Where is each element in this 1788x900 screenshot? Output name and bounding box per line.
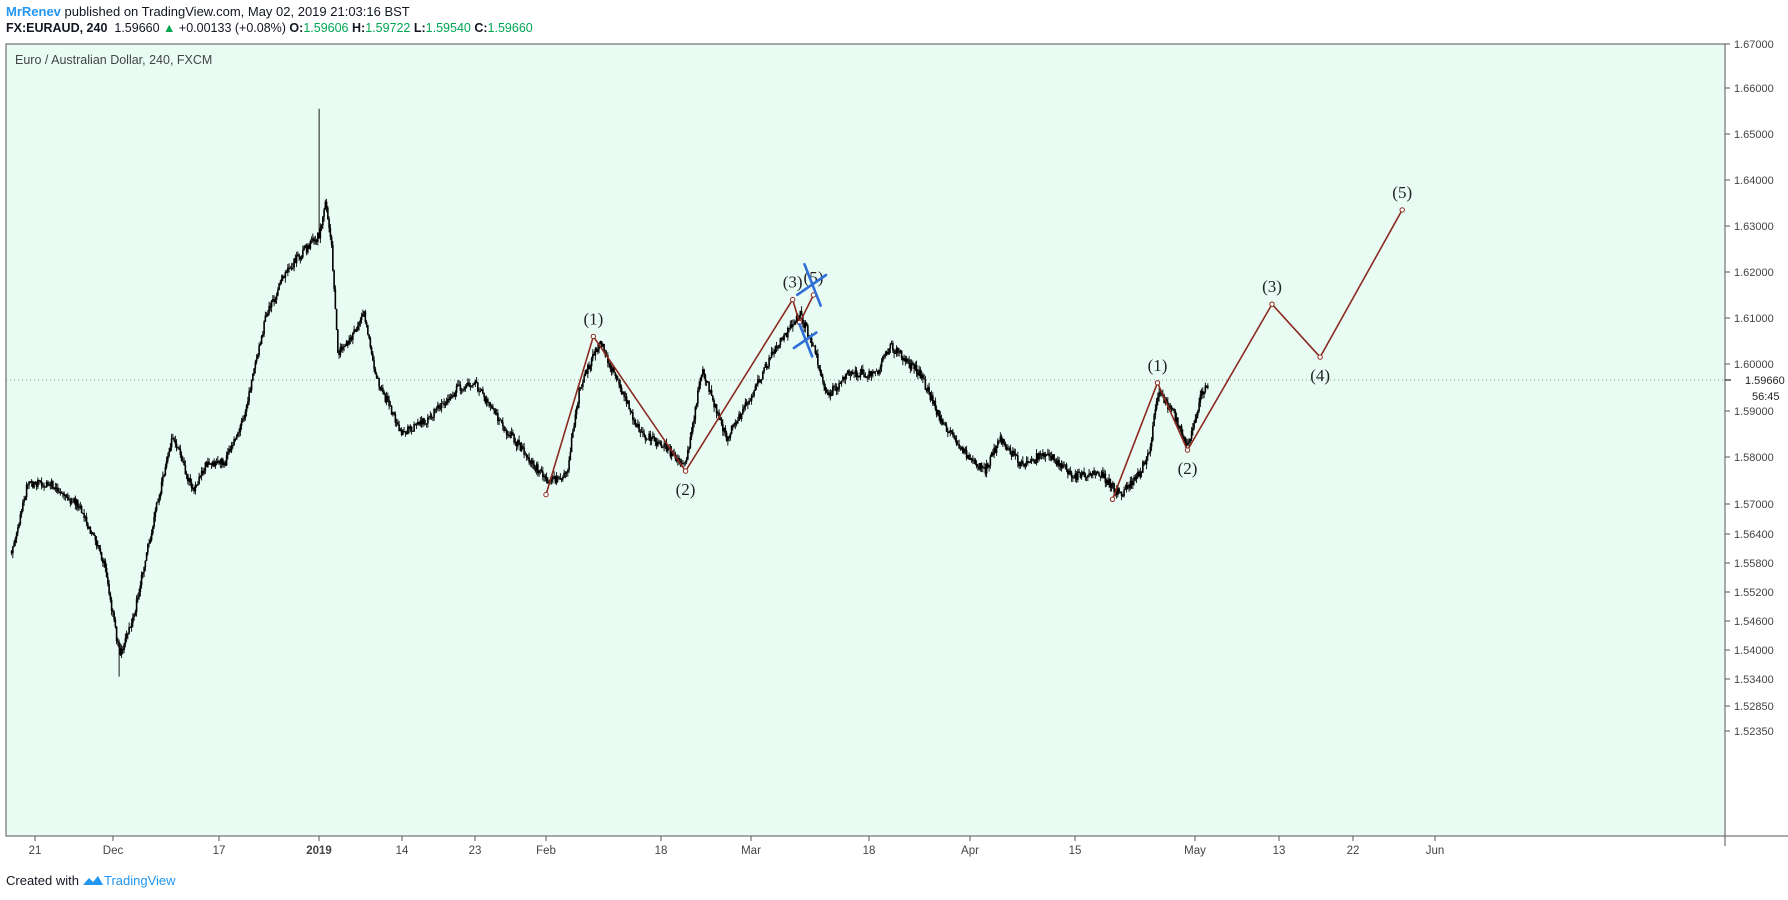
x-tick-label: 14 <box>396 845 409 857</box>
wave-point <box>682 468 689 474</box>
x-tick-label: 15 <box>1069 845 1082 857</box>
symbol-name: FX:EURAUD, 240 <box>6 21 108 35</box>
x-tick-label: 18 <box>863 845 876 857</box>
wave-point <box>590 333 597 340</box>
low-label: L: <box>413 21 426 35</box>
wave-label: (1) <box>1148 356 1168 375</box>
wave-label: (5) <box>1392 183 1412 202</box>
wave-point <box>1269 301 1275 307</box>
y-tick-label: 1.55200 <box>1734 587 1774 599</box>
symbol-info: FX:EURAUD, 240 1.59660 ▲ +0.00133 (+0.08… <box>6 21 533 35</box>
author-link[interactable]: MrRenev <box>6 4 61 19</box>
y-tick-label: 1.59000 <box>1734 406 1774 418</box>
chart-title: Euro / Australian Dollar, 240, FXCM <box>15 53 212 67</box>
y-tick-label: 1.57000 <box>1734 499 1774 511</box>
last-price: 1.59660 <box>114 21 160 35</box>
y-tick-label: 1.67000 <box>1734 39 1774 51</box>
x-tick-label: 21 <box>29 845 42 857</box>
wave-annotations: (1)(2)(3) (5)(1)(2)(3)(4)(5) <box>543 183 1412 502</box>
wave-point <box>1317 354 1323 360</box>
x-tick-label: 18 <box>655 845 668 857</box>
x-axis[interactable]: 21 Dec 17 2019 14 23 Feb 18 Mar 18 Apr 15 May 13 22 Jun <box>29 836 1445 857</box>
wave-point <box>543 491 549 498</box>
y-tick-label: 1.63000 <box>1734 221 1774 233</box>
tradingview-link[interactable]: TradingView <box>103 873 176 888</box>
candles <box>10 108 1209 677</box>
y-tick-label: 1.52350 <box>1734 726 1774 738</box>
cross-mark <box>795 262 828 307</box>
y-tick-label: 1.61000 <box>1734 313 1774 325</box>
wave-point <box>789 296 796 303</box>
y-tick-label: 1.54600 <box>1734 616 1774 628</box>
high-label: H: <box>351 21 366 35</box>
low-value: 1.59540 <box>425 21 471 35</box>
wave-label: (2) <box>676 480 696 499</box>
y-tick-label: 1.55800 <box>1734 558 1774 570</box>
wave-point <box>1184 447 1191 453</box>
x-tick-label: May <box>1184 845 1206 857</box>
wave-point <box>1154 380 1161 386</box>
y-tick-label: 1.56400 <box>1734 529 1774 541</box>
wave-line <box>545 294 815 495</box>
y-tick-label: 1.65000 <box>1734 129 1774 141</box>
x-tick-label: 22 <box>1347 845 1360 857</box>
close-label: C: <box>474 21 488 35</box>
x-tick-label: 23 <box>469 845 482 857</box>
y-tick-label: 1.66000 <box>1734 83 1774 95</box>
high-value: 1.59722 <box>365 21 411 35</box>
price-change: +0.00133 (+0.08%) <box>178 21 286 35</box>
wave-point <box>1109 496 1116 502</box>
x-tick-label: Feb <box>536 845 556 857</box>
cross-marks <box>792 262 828 358</box>
tradingview-logo-icon <box>82 876 103 885</box>
open-value: 1.59606 <box>303 21 349 35</box>
x-tick-label: 2019 <box>306 845 332 857</box>
y-tick-label: 1.64000 <box>1734 175 1774 187</box>
footer: Created with TradingView <box>6 873 176 888</box>
y-axis[interactable]: 1.67000 1.66000 1.65000 1.64000 1.63000 1.620… <box>6 39 1785 738</box>
open-label: O: <box>289 21 304 35</box>
y-tick-label: 1.52850 <box>1734 701 1774 713</box>
wave-label: (4) <box>1310 366 1330 385</box>
x-tick-label: Jun <box>1426 845 1445 857</box>
published-text: published on TradingView.com, May 02, 20… <box>64 4 410 19</box>
x-tick-label: 17 <box>213 845 226 857</box>
y-tick-label: 1.58000 <box>1734 452 1774 464</box>
publish-info: MrRenev published on TradingView.com, Ma… <box>6 4 410 19</box>
wave-point <box>1399 207 1405 213</box>
countdown-label: 56:45 <box>1752 391 1780 403</box>
wave-line <box>1111 209 1403 500</box>
cross-mark <box>792 322 818 358</box>
wave-label: (3) <box>1262 277 1282 296</box>
wave-label: (1) <box>583 309 603 328</box>
x-tick-label: Apr <box>961 845 979 857</box>
x-tick-label: Mar <box>741 845 761 857</box>
wave-label: (3) <box>783 273 803 292</box>
close-value: 1.59660 <box>487 21 533 35</box>
plot-area[interactable] <box>5 43 1726 837</box>
up-triangle-icon: ▲ <box>163 21 176 35</box>
created-with-text: Created with <box>6 873 79 888</box>
y-tick-label: 1.53400 <box>1734 674 1774 686</box>
y-tick-label: 1.62000 <box>1734 267 1774 279</box>
x-tick-label: Dec <box>103 845 124 857</box>
x-tick-label: 13 <box>1273 845 1286 857</box>
y-tick-label: 1.60000 <box>1734 359 1774 371</box>
wave-label: (2) <box>1178 459 1198 478</box>
y-tick-label: 1.54000 <box>1734 645 1774 657</box>
last-price-label: 1.59660 <box>1745 375 1785 387</box>
